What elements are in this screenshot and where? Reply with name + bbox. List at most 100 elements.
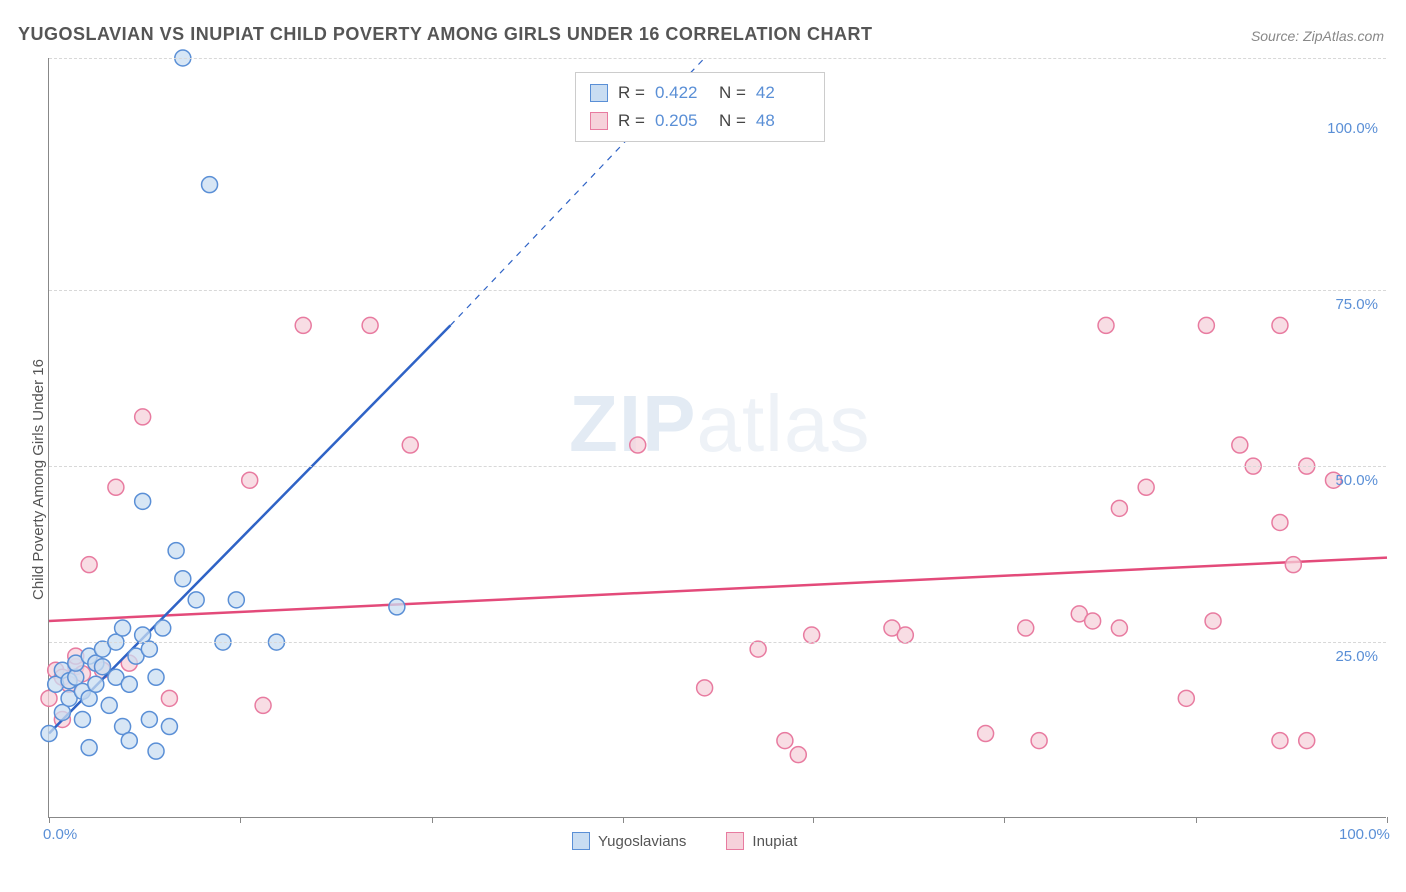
data-point bbox=[161, 719, 177, 735]
data-point bbox=[1085, 613, 1101, 629]
x-tick bbox=[432, 817, 433, 823]
data-point bbox=[168, 543, 184, 559]
data-point bbox=[228, 592, 244, 608]
y-tick-label: 25.0% bbox=[1335, 648, 1378, 665]
r-value: 0.422 bbox=[655, 83, 709, 103]
x-tick-label: 100.0% bbox=[1339, 826, 1390, 843]
data-point bbox=[897, 627, 913, 643]
data-point bbox=[81, 740, 97, 756]
data-point bbox=[88, 676, 104, 692]
x-tick bbox=[623, 817, 624, 823]
n-label: N = bbox=[719, 83, 746, 103]
legend-item: Yugoslavians bbox=[572, 832, 686, 850]
source-attribution: Source: ZipAtlas.com bbox=[1251, 28, 1384, 44]
data-point bbox=[188, 592, 204, 608]
data-point bbox=[1272, 514, 1288, 530]
data-point bbox=[1285, 557, 1301, 573]
data-point bbox=[141, 711, 157, 727]
data-point bbox=[148, 743, 164, 759]
data-point bbox=[121, 676, 137, 692]
data-point bbox=[161, 690, 177, 706]
x-tick bbox=[1004, 817, 1005, 823]
data-point bbox=[255, 697, 271, 713]
data-point bbox=[81, 557, 97, 573]
data-point bbox=[1138, 479, 1154, 495]
data-point bbox=[242, 472, 258, 488]
data-point bbox=[1299, 733, 1315, 749]
x-tick bbox=[1196, 817, 1197, 823]
data-point bbox=[95, 659, 111, 675]
data-point bbox=[135, 409, 151, 425]
data-point bbox=[155, 620, 171, 636]
plot-area: ZIPatlas 25.0%50.0%75.0%100.0%0.0%100.0% bbox=[48, 58, 1386, 818]
data-point bbox=[790, 747, 806, 763]
n-value: 42 bbox=[756, 83, 810, 103]
data-point bbox=[148, 669, 164, 685]
legend-swatch bbox=[572, 832, 590, 850]
y-tick-label: 100.0% bbox=[1327, 120, 1378, 137]
x-tick bbox=[49, 817, 50, 823]
data-point bbox=[175, 571, 191, 587]
x-tick-label: 0.0% bbox=[43, 826, 77, 843]
data-point bbox=[108, 479, 124, 495]
data-point bbox=[978, 726, 994, 742]
legend-swatch bbox=[590, 84, 608, 102]
data-point bbox=[777, 733, 793, 749]
data-point bbox=[121, 733, 137, 749]
y-tick-label: 75.0% bbox=[1335, 296, 1378, 313]
data-point bbox=[1272, 317, 1288, 333]
data-point bbox=[1111, 620, 1127, 636]
legend-label: Inupiat bbox=[752, 833, 797, 850]
legend-item: Inupiat bbox=[726, 832, 797, 850]
data-point bbox=[295, 317, 311, 333]
trend-line bbox=[49, 558, 1387, 621]
data-point bbox=[750, 641, 766, 657]
data-point bbox=[202, 177, 218, 193]
gridline bbox=[49, 58, 1386, 59]
data-point bbox=[1205, 613, 1221, 629]
source-name: ZipAtlas.com bbox=[1303, 28, 1384, 44]
legend-swatch bbox=[726, 832, 744, 850]
chart-container: YUGOSLAVIAN VS INUPIAT CHILD POVERTY AMO… bbox=[0, 0, 1406, 892]
data-point bbox=[389, 599, 405, 615]
source-prefix: Source: bbox=[1251, 28, 1303, 44]
data-point bbox=[1198, 317, 1214, 333]
legend-label: Yugoslavians bbox=[598, 833, 686, 850]
data-point bbox=[804, 627, 820, 643]
r-label: R = bbox=[618, 83, 645, 103]
data-point bbox=[402, 437, 418, 453]
x-tick bbox=[813, 817, 814, 823]
y-tick-label: 50.0% bbox=[1335, 472, 1378, 489]
data-point bbox=[135, 493, 151, 509]
scatter-svg bbox=[49, 58, 1387, 818]
x-tick bbox=[1387, 817, 1388, 823]
stats-row: R = 0.422 N = 42 bbox=[590, 79, 810, 107]
data-point bbox=[1018, 620, 1034, 636]
gridline bbox=[49, 642, 1386, 643]
data-point bbox=[630, 437, 646, 453]
data-point bbox=[697, 680, 713, 696]
data-point bbox=[1232, 437, 1248, 453]
data-point bbox=[101, 697, 117, 713]
series-legend: Yugoslavians Inupiat bbox=[572, 832, 797, 850]
data-point bbox=[1031, 733, 1047, 749]
n-label: N = bbox=[719, 111, 746, 131]
data-point bbox=[1098, 317, 1114, 333]
gridline bbox=[49, 290, 1386, 291]
correlation-stats-box: R =0.422N =42R =0.205N =48 bbox=[575, 72, 825, 142]
x-tick bbox=[240, 817, 241, 823]
data-point bbox=[41, 726, 57, 742]
y-axis-label: Child Poverty Among Girls Under 16 bbox=[30, 359, 47, 600]
gridline bbox=[49, 466, 1386, 467]
data-point bbox=[1111, 500, 1127, 516]
legend-swatch bbox=[590, 112, 608, 130]
data-point bbox=[115, 620, 131, 636]
r-label: R = bbox=[618, 111, 645, 131]
data-point bbox=[1178, 690, 1194, 706]
data-point bbox=[74, 711, 90, 727]
data-point bbox=[1272, 733, 1288, 749]
stats-row: R =0.205N =48 bbox=[590, 107, 810, 135]
data-point bbox=[141, 641, 157, 657]
chart-title: YUGOSLAVIAN VS INUPIAT CHILD POVERTY AMO… bbox=[18, 24, 873, 45]
r-value: 0.205 bbox=[655, 111, 709, 131]
